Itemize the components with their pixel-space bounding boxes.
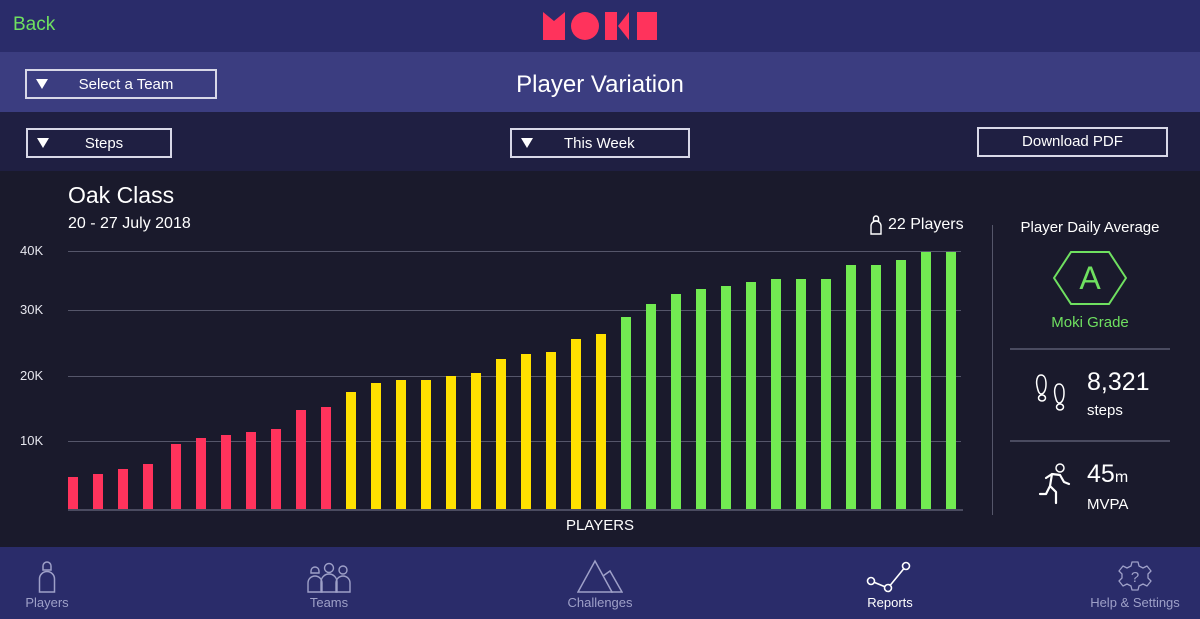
title-bar: Player Variation [0, 52, 1200, 112]
team-select-label: Select a Team [78, 75, 174, 93]
bar-player-31[interactable] [821, 278, 831, 509]
bar-player-9[interactable] [271, 428, 281, 509]
bar-player-33[interactable] [871, 265, 881, 509]
nav-label: Teams [309, 595, 349, 610]
bar-player-3[interactable] [118, 468, 128, 509]
bar-player-30[interactable] [796, 278, 806, 509]
bar-player-23[interactable] [621, 317, 631, 509]
nav-item-challenges[interactable]: Challenges [562, 547, 638, 619]
player-icon [870, 215, 882, 235]
metric-select-dropdown[interactable]: Steps [26, 128, 172, 158]
bar-player-12[interactable] [346, 391, 356, 509]
players-count: 22 Players [870, 215, 964, 235]
bar-player-34[interactable] [896, 259, 906, 509]
nav-item-reports[interactable]: Reports [860, 547, 920, 619]
mvpa-number: 45 [1087, 460, 1115, 488]
dropdown-triangle-icon [521, 138, 533, 148]
nav-label: Players [25, 595, 69, 610]
line-chart-icon [866, 561, 911, 593]
bar-player-18[interactable] [496, 358, 506, 509]
nav-item-help-settings[interactable]: ? Help & Settings [1088, 547, 1182, 619]
nav-item-players[interactable]: Players [17, 547, 77, 619]
player-icon [38, 561, 56, 593]
gridline [68, 310, 961, 311]
bar-player-22[interactable] [596, 334, 606, 509]
bar-player-5[interactable] [171, 443, 181, 509]
bar-player-1[interactable] [68, 477, 78, 509]
teams-icon [307, 562, 351, 593]
mvpa-suffix: m [1114, 469, 1129, 486]
grade-letter: A [1079, 260, 1101, 296]
mountains-icon [577, 559, 623, 593]
bar-player-17[interactable] [471, 372, 481, 509]
steps-unit: steps [1087, 402, 1123, 419]
bar-player-15[interactable] [421, 379, 431, 509]
chart-title: Oak Class [68, 182, 175, 208]
x-axis-baseline [68, 509, 963, 511]
moki-logo [543, 12, 657, 40]
bar-player-21[interactable] [571, 339, 581, 509]
bar-player-14[interactable] [396, 379, 406, 509]
bar-player-8[interactable] [246, 431, 256, 509]
metric-select-label: Steps [84, 134, 124, 152]
dropdown-triangle-icon [36, 79, 48, 89]
gridline [68, 251, 961, 252]
grade-label: Moki Grade [1051, 314, 1129, 331]
gridline [68, 376, 961, 377]
period-select-label: This Week [564, 134, 635, 152]
bar-player-25[interactable] [671, 294, 681, 509]
gridline [68, 441, 961, 442]
bar-player-19[interactable] [521, 354, 531, 509]
x-axis-label: PLAYERS [565, 517, 635, 534]
y-tick-label: 30K [20, 302, 44, 317]
bar-player-20[interactable] [546, 352, 556, 509]
steps-value: 8,321 [1087, 368, 1150, 396]
running-person-icon [1038, 463, 1071, 505]
players-count-label: 22 Players [888, 216, 964, 233]
bar-player-16[interactable] [446, 376, 456, 509]
bar-player-29[interactable] [771, 278, 781, 509]
bar-player-10[interactable] [296, 410, 306, 509]
bar-player-27[interactable] [721, 285, 731, 509]
bar-player-36[interactable] [946, 252, 956, 509]
bar-player-6[interactable] [196, 438, 206, 509]
bar-player-7[interactable] [221, 434, 231, 509]
team-select-dropdown[interactable]: Select a Team [25, 69, 217, 99]
period-select-dropdown[interactable]: This Week [510, 128, 690, 158]
nav-item-teams[interactable]: Teams [298, 547, 360, 619]
page-title: Player Variation [516, 71, 684, 98]
gear-question-icon: ? [1118, 561, 1152, 591]
bar-player-35[interactable] [921, 252, 931, 509]
footsteps-icon [1035, 374, 1065, 411]
mvpa-unit: MVPA [1087, 496, 1129, 513]
bar-player-26[interactable] [696, 288, 706, 509]
dropdown-triangle-icon [37, 138, 49, 148]
mvpa-value: 45m [1087, 460, 1128, 489]
grade-hexagon-icon: A [1053, 251, 1127, 305]
bar-player-28[interactable] [746, 281, 756, 509]
y-tick-label: 20K [20, 368, 44, 383]
bar-player-4[interactable] [143, 464, 153, 509]
summary-divider [1010, 440, 1170, 442]
svg-text:?: ? [1131, 569, 1139, 586]
bar-player-11[interactable] [321, 407, 331, 509]
panel-divider [992, 225, 993, 515]
nav-label: Reports [867, 595, 913, 610]
summary-panel-title: Player Daily Average [1020, 219, 1160, 236]
summary-divider [1010, 348, 1170, 350]
y-tick-label: 10K [20, 433, 44, 448]
y-tick-label: 40K [20, 243, 44, 258]
back-button[interactable]: Back [13, 14, 56, 35]
nav-label: Challenges [567, 595, 633, 610]
bar-player-24[interactable] [646, 303, 656, 509]
chart-date-range: 20 - 27 July 2018 [68, 215, 191, 232]
download-pdf-button[interactable]: Download PDF [977, 127, 1168, 157]
bar-player-2[interactable] [93, 473, 103, 509]
bar-player-13[interactable] [371, 382, 381, 509]
nav-label: Help & Settings [1090, 595, 1180, 610]
top-bar: Back [0, 0, 1200, 52]
bottom-nav: Players Teams Challenges [0, 547, 1200, 619]
bar-player-32[interactable] [846, 265, 856, 509]
